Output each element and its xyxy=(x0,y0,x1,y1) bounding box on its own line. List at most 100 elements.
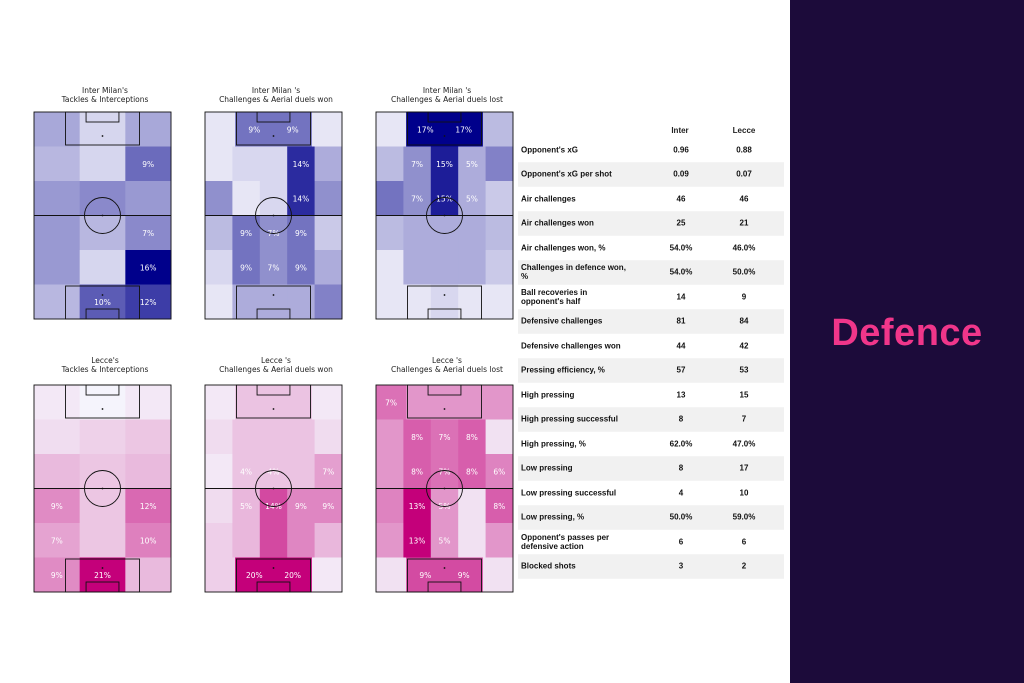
heatmap-cell xyxy=(79,112,126,147)
heatmap-cell xyxy=(403,181,432,216)
heatmap-cell xyxy=(311,557,343,593)
heatmap-cell xyxy=(34,385,81,420)
pitch-title-line: Challenges & Aerial duels won xyxy=(219,365,333,374)
pitch-line xyxy=(84,470,121,507)
heatmap-cell xyxy=(125,523,172,558)
heatmap-cell xyxy=(376,215,404,251)
heatmap-cell xyxy=(34,181,81,216)
stats-header: Inter Lecce xyxy=(518,126,784,138)
heatmap-cell xyxy=(485,146,514,182)
stat-value-team1: 54.0% xyxy=(669,267,693,277)
pitch-line xyxy=(443,214,446,217)
stats-table: Inter Lecce Opponent's xG 0.96 0.88 Opponen… xyxy=(518,126,784,579)
heatmap-label: 9% xyxy=(51,502,63,511)
stat-value-team2: 17 xyxy=(739,463,749,473)
heatmap-label: 9% xyxy=(322,502,334,511)
pitch-line xyxy=(85,384,120,396)
heatmap-cell xyxy=(485,419,514,455)
stat-value-team2: 7 xyxy=(741,414,747,424)
heatmap-label: 14% xyxy=(293,194,310,203)
heatmap-label: 8% xyxy=(493,502,505,511)
stat-value-team2: 15 xyxy=(739,390,749,400)
stat-label: High pressing xyxy=(521,390,575,400)
stats-row: Air challenges 46 46 xyxy=(518,187,784,212)
heatmap-cell xyxy=(125,454,172,489)
pitch-line xyxy=(101,567,104,569)
pitch-line xyxy=(443,408,446,410)
heatmap-label: 8% xyxy=(466,433,478,442)
heatmap-cell xyxy=(430,146,459,182)
heatmap-cell xyxy=(376,181,404,216)
pitch-heatmap: 9% 12% 7% 10% 9% 21% xyxy=(33,384,172,593)
stat-label: Air challenges won, % xyxy=(521,243,606,253)
pitch-title: Lecce 's Challenges & Aerial duels won xyxy=(191,356,361,374)
heatmap-cell xyxy=(205,419,233,455)
stats-row: Opponent's passes per defensive action 6 6 xyxy=(518,530,784,555)
heatmap-cell xyxy=(232,146,261,182)
pitch-title-line: Inter Milan 's xyxy=(422,86,472,95)
heatmap-cell xyxy=(376,419,404,455)
stat-value-team2: 46.0% xyxy=(732,243,756,253)
heatmap-cell xyxy=(311,385,343,420)
pitch-line xyxy=(443,567,446,569)
pitch-line xyxy=(101,135,104,137)
heatmap-cell xyxy=(314,454,343,489)
stats-row: High pressing successful 8 7 xyxy=(518,407,784,432)
stat-value-team2: 53 xyxy=(739,365,749,375)
pitch-heatmap: 4% 4% 7%5% 14% 9% 9%20% 20% xyxy=(204,384,343,593)
pitch-title-line: Inter Milan 's xyxy=(251,86,301,95)
stat-value-team1: 81 xyxy=(676,316,686,326)
pitch-line xyxy=(101,214,104,217)
stat-label: Opponent's xG xyxy=(521,145,579,155)
stat-label: Air challenges xyxy=(521,194,576,204)
heatmap-cell xyxy=(259,181,288,216)
heatmap-cell xyxy=(403,250,432,285)
heatmap-label: 7% xyxy=(51,536,63,545)
stat-value-team1: 44 xyxy=(676,341,686,351)
heatmap-cell xyxy=(79,419,126,455)
pitch-title-line: Tackles & Interceptions xyxy=(61,365,149,374)
heatmap-cell xyxy=(232,454,261,489)
heatmap-cell xyxy=(287,454,316,489)
heatmap-cell xyxy=(485,215,514,251)
stats-row: Defensive challenges won 44 42 xyxy=(518,334,784,359)
heatmap-cell xyxy=(314,488,343,524)
stat-value-team2: 46 xyxy=(739,194,749,204)
heatmap-label: 16% xyxy=(140,263,157,272)
heatmap-cell xyxy=(125,250,172,285)
heatmap-label: 10% xyxy=(140,536,157,545)
pitch-heatmap: 9% 9%14%14%9% 7% 9%9% 7% 9% xyxy=(204,111,343,320)
heatmap-cell xyxy=(430,284,459,320)
stat-label: Defensive challenges won xyxy=(521,341,621,351)
pitch-line xyxy=(101,408,104,410)
heatmap-label: 9% xyxy=(295,263,307,272)
stat-value-team1: 0.96 xyxy=(673,145,689,155)
heatmap-cell xyxy=(430,250,459,285)
pitch-line xyxy=(255,470,292,507)
heatmap-cell xyxy=(482,385,514,420)
pitch-line xyxy=(272,567,275,569)
heatmap-cell xyxy=(232,215,261,251)
heatmap-label: 5% xyxy=(240,502,252,511)
pitch-title: Inter Milan 's Challenges & Aerial duels … xyxy=(362,86,532,104)
stat-value-team1: 50.0% xyxy=(669,512,693,522)
heatmap-cell xyxy=(259,488,288,524)
heatmap-cell xyxy=(259,419,288,455)
heatmap-cell xyxy=(34,146,81,182)
pitch-line xyxy=(256,111,291,123)
heatmap-label: 6% xyxy=(493,467,505,476)
heatmap-label: 9% xyxy=(458,571,470,580)
heatmap-cell xyxy=(79,146,126,182)
stat-value-team2: 42 xyxy=(739,341,749,351)
heatmap-cell xyxy=(205,215,233,251)
pitch-title-line: Inter Milan's xyxy=(82,86,128,95)
heatmap-cell xyxy=(485,181,514,216)
pitch-title-line: Challenges & Aerial duels lost xyxy=(391,95,503,104)
stat-label: Defensive challenges xyxy=(521,316,603,326)
stats-row: Pressing efficiency, % 57 53 xyxy=(518,358,784,383)
heatmap-cell xyxy=(259,284,288,320)
pitch-heatmap: 9% 7% 16% 10% 12% xyxy=(33,111,172,320)
stats-row: High pressing 13 15 xyxy=(518,383,784,408)
pitch-line xyxy=(256,384,291,396)
heatmap-label: 17% xyxy=(455,125,472,134)
